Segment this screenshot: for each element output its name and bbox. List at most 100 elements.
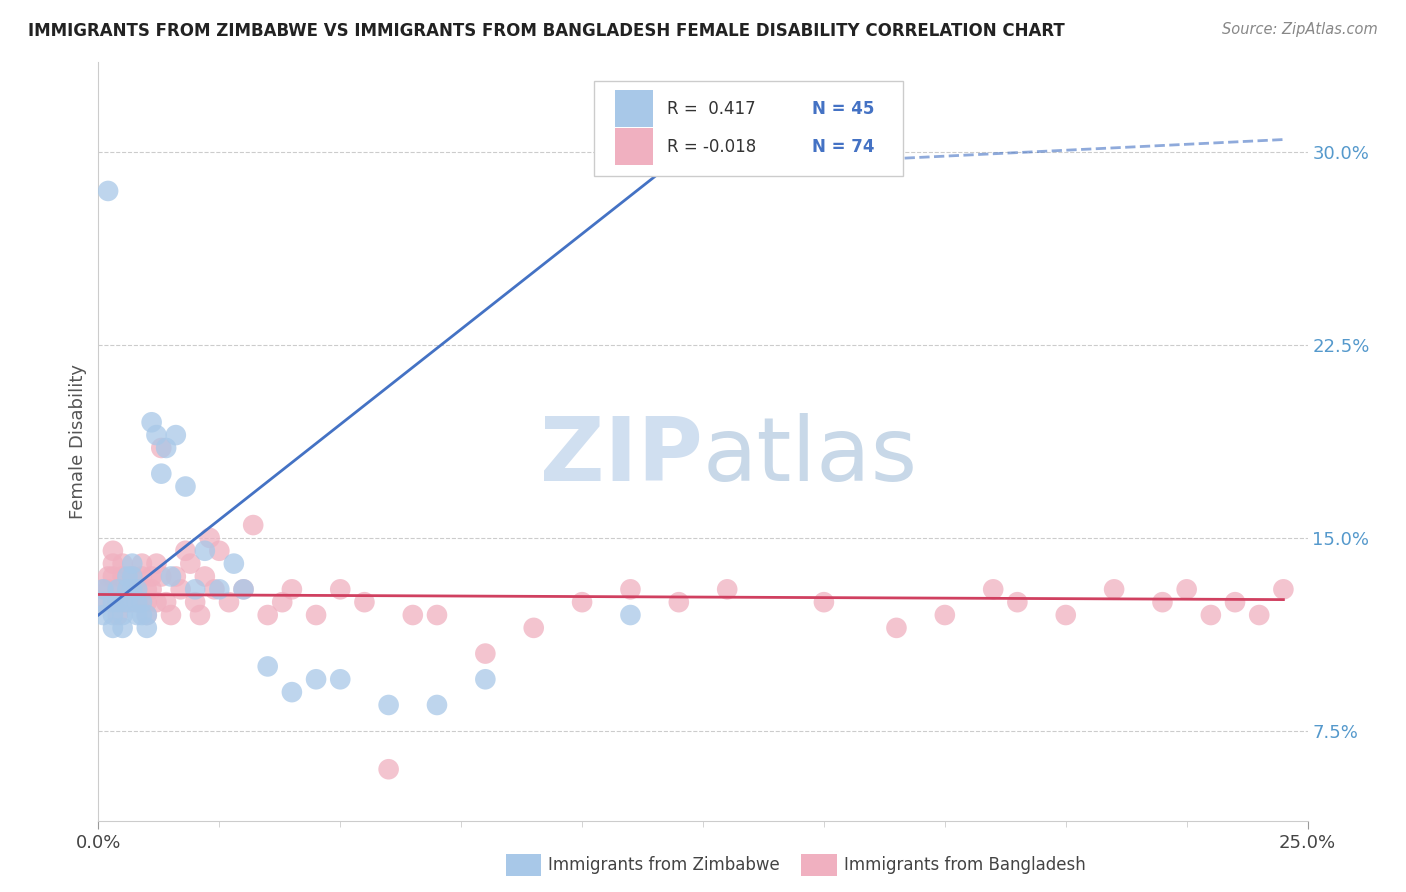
Bar <box>614 90 654 127</box>
Point <box>131 607 153 622</box>
Point <box>107 582 129 597</box>
Point <box>174 543 197 558</box>
Point <box>169 582 191 597</box>
Point <box>111 595 134 609</box>
Point <box>155 441 177 455</box>
Point <box>218 595 240 609</box>
Point <box>107 582 129 597</box>
Point <box>97 184 120 198</box>
Point <box>111 569 134 583</box>
Point <box>111 607 134 622</box>
Point <box>121 569 143 583</box>
Point <box>194 569 217 583</box>
Point <box>101 595 124 609</box>
Text: R =  0.417: R = 0.417 <box>666 100 755 118</box>
Point <box>232 582 254 597</box>
Point <box>571 595 593 609</box>
Point <box>165 428 187 442</box>
Point <box>91 595 114 609</box>
Point <box>305 607 328 622</box>
Point <box>353 595 375 609</box>
Point <box>1199 607 1222 622</box>
Text: N = 74: N = 74 <box>811 138 875 156</box>
Y-axis label: Female Disability: Female Disability <box>69 364 87 519</box>
Point <box>117 595 139 609</box>
Point <box>194 543 217 558</box>
Point <box>402 607 425 622</box>
Point <box>141 569 163 583</box>
Text: Immigrants from Bangladesh: Immigrants from Bangladesh <box>844 856 1085 874</box>
Point <box>101 621 124 635</box>
Point <box>127 582 149 597</box>
Point <box>127 595 149 609</box>
Point <box>813 595 835 609</box>
FancyBboxPatch shape <box>595 81 903 177</box>
Point <box>619 607 641 622</box>
Point <box>619 582 641 597</box>
Point <box>91 582 114 597</box>
Point <box>121 595 143 609</box>
Point <box>1007 595 1029 609</box>
Point <box>121 582 143 597</box>
Point <box>208 543 231 558</box>
Point <box>117 569 139 583</box>
Point <box>155 595 177 609</box>
Point <box>426 698 449 712</box>
Point <box>131 569 153 583</box>
Point <box>198 531 221 545</box>
Point <box>981 582 1004 597</box>
Point <box>131 557 153 571</box>
Point <box>174 479 197 493</box>
Text: N = 45: N = 45 <box>811 100 875 118</box>
Point <box>1272 582 1295 597</box>
Text: Immigrants from Zimbabwe: Immigrants from Zimbabwe <box>548 856 780 874</box>
Point <box>91 582 114 597</box>
Point <box>91 607 114 622</box>
Point <box>188 607 211 622</box>
Point <box>160 569 183 583</box>
Point <box>145 428 167 442</box>
Point <box>101 607 124 622</box>
Point <box>716 582 738 597</box>
Point <box>150 441 173 455</box>
Point <box>305 673 328 687</box>
Bar <box>614 128 654 165</box>
Point <box>165 569 187 583</box>
Point <box>117 582 139 597</box>
Point <box>668 595 690 609</box>
Point <box>377 762 399 776</box>
Point <box>242 518 264 533</box>
Point <box>107 607 129 622</box>
Text: IMMIGRANTS FROM ZIMBABWE VS IMMIGRANTS FROM BANGLADESH FEMALE DISABILITY CORRELA: IMMIGRANTS FROM ZIMBABWE VS IMMIGRANTS F… <box>28 22 1064 40</box>
Point <box>184 582 207 597</box>
Point <box>135 582 157 597</box>
Point <box>222 557 245 571</box>
Point <box>111 595 134 609</box>
Point <box>1054 607 1077 622</box>
Point <box>474 673 496 687</box>
Point <box>107 595 129 609</box>
Point <box>127 607 149 622</box>
Point <box>1249 607 1271 622</box>
Point <box>121 582 143 597</box>
Point <box>934 607 956 622</box>
Point <box>329 582 352 597</box>
Point <box>1102 582 1125 597</box>
Point <box>127 595 149 609</box>
Point <box>101 543 124 558</box>
Point <box>1152 595 1174 609</box>
Point <box>377 698 399 712</box>
Point <box>204 582 226 597</box>
Text: R = -0.018: R = -0.018 <box>666 138 756 156</box>
Point <box>127 582 149 597</box>
Point <box>523 621 546 635</box>
Point <box>1223 595 1246 609</box>
Point <box>256 659 278 673</box>
Text: atlas: atlas <box>703 413 918 500</box>
Point <box>101 569 124 583</box>
Point <box>131 595 153 609</box>
Point <box>1175 582 1198 597</box>
Text: ZIP: ZIP <box>540 413 703 500</box>
Point <box>141 415 163 429</box>
Point <box>117 595 139 609</box>
